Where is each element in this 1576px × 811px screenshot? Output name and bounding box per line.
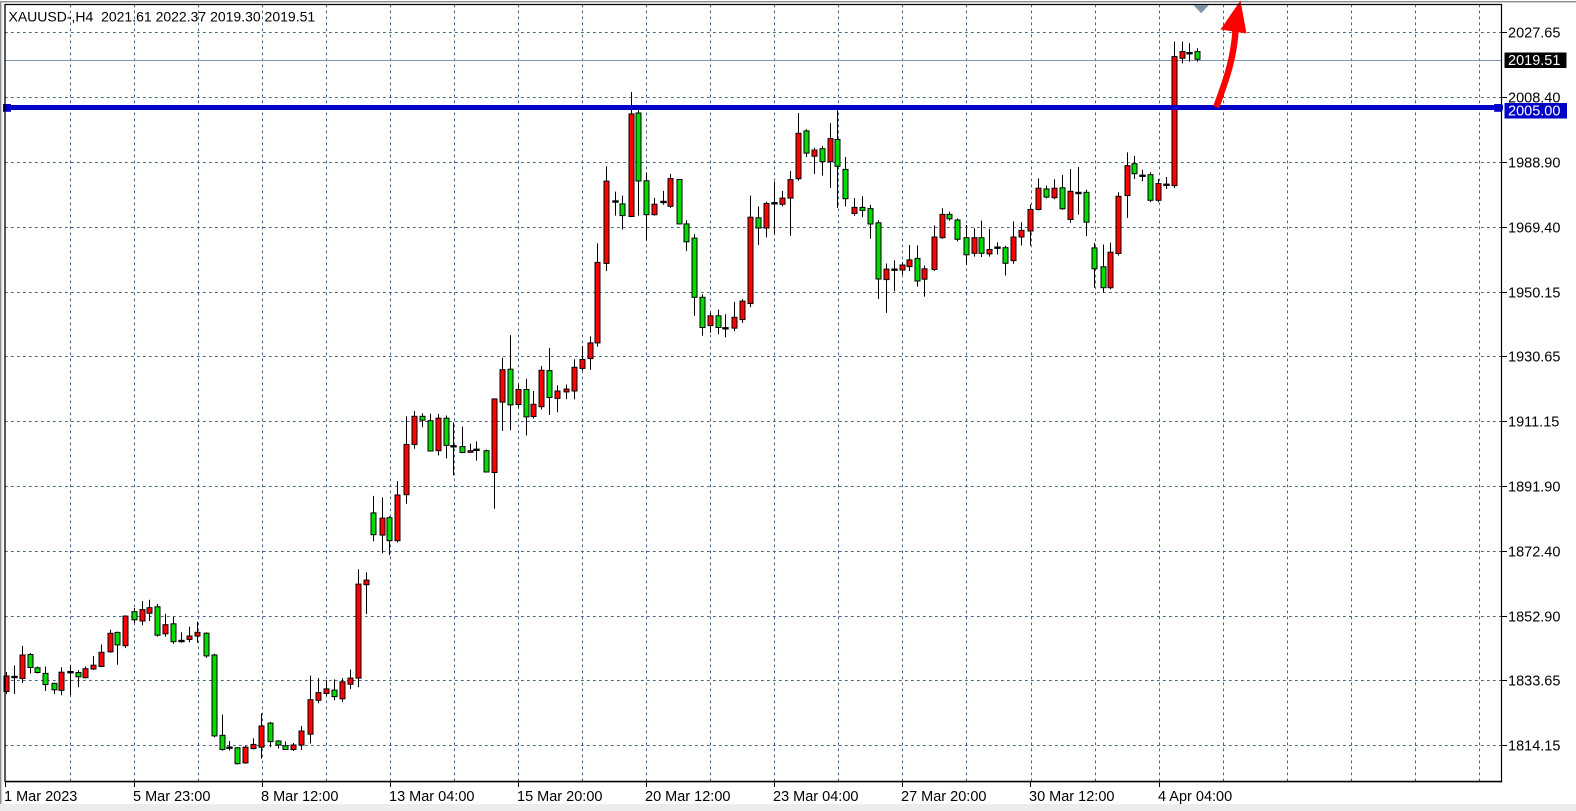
svg-text:2027.65: 2027.65 [1508,26,1560,42]
svg-text:1950.15: 1950.15 [1508,286,1560,302]
svg-text:1969.40: 1969.40 [1508,221,1560,237]
svg-text:2008.40: 2008.40 [1508,91,1560,107]
svg-text:1872.40: 1872.40 [1508,545,1560,561]
svg-text:1852.90: 1852.90 [1508,610,1560,626]
svg-text:23 Mar 04:00: 23 Mar 04:00 [773,789,858,805]
svg-text:27 Mar 20:00: 27 Mar 20:00 [901,789,986,805]
svg-text:1833.65: 1833.65 [1508,674,1560,690]
svg-text:8 Mar 12:00: 8 Mar 12:00 [261,789,338,805]
svg-text:1930.65: 1930.65 [1508,350,1560,366]
svg-text:4 Apr 04:00: 4 Apr 04:00 [1158,789,1232,805]
svg-text:15 Mar 20:00: 15 Mar 20:00 [517,789,602,805]
svg-text:1 Mar 2023: 1 Mar 2023 [4,789,77,805]
svg-text:1891.90: 1891.90 [1508,480,1560,496]
svg-text:XAUUSD-,H4 2021.61 2022.37 20: XAUUSD-,H4 2021.61 2022.37 2019.30 2019.… [9,9,316,25]
svg-text:2005.00: 2005.00 [1508,104,1560,120]
svg-text:1988.90: 1988.90 [1508,156,1560,172]
svg-text:2019.51: 2019.51 [1508,53,1560,69]
svg-text:1911.15: 1911.15 [1508,415,1559,431]
svg-text:30 Mar 12:00: 30 Mar 12:00 [1029,789,1114,805]
svg-text:20 Mar 12:00: 20 Mar 12:00 [645,789,730,805]
svg-text:5 Mar 23:00: 5 Mar 23:00 [133,789,210,805]
svg-text:13 Mar 04:00: 13 Mar 04:00 [389,789,474,805]
svg-text:1814.15: 1814.15 [1508,739,1560,755]
